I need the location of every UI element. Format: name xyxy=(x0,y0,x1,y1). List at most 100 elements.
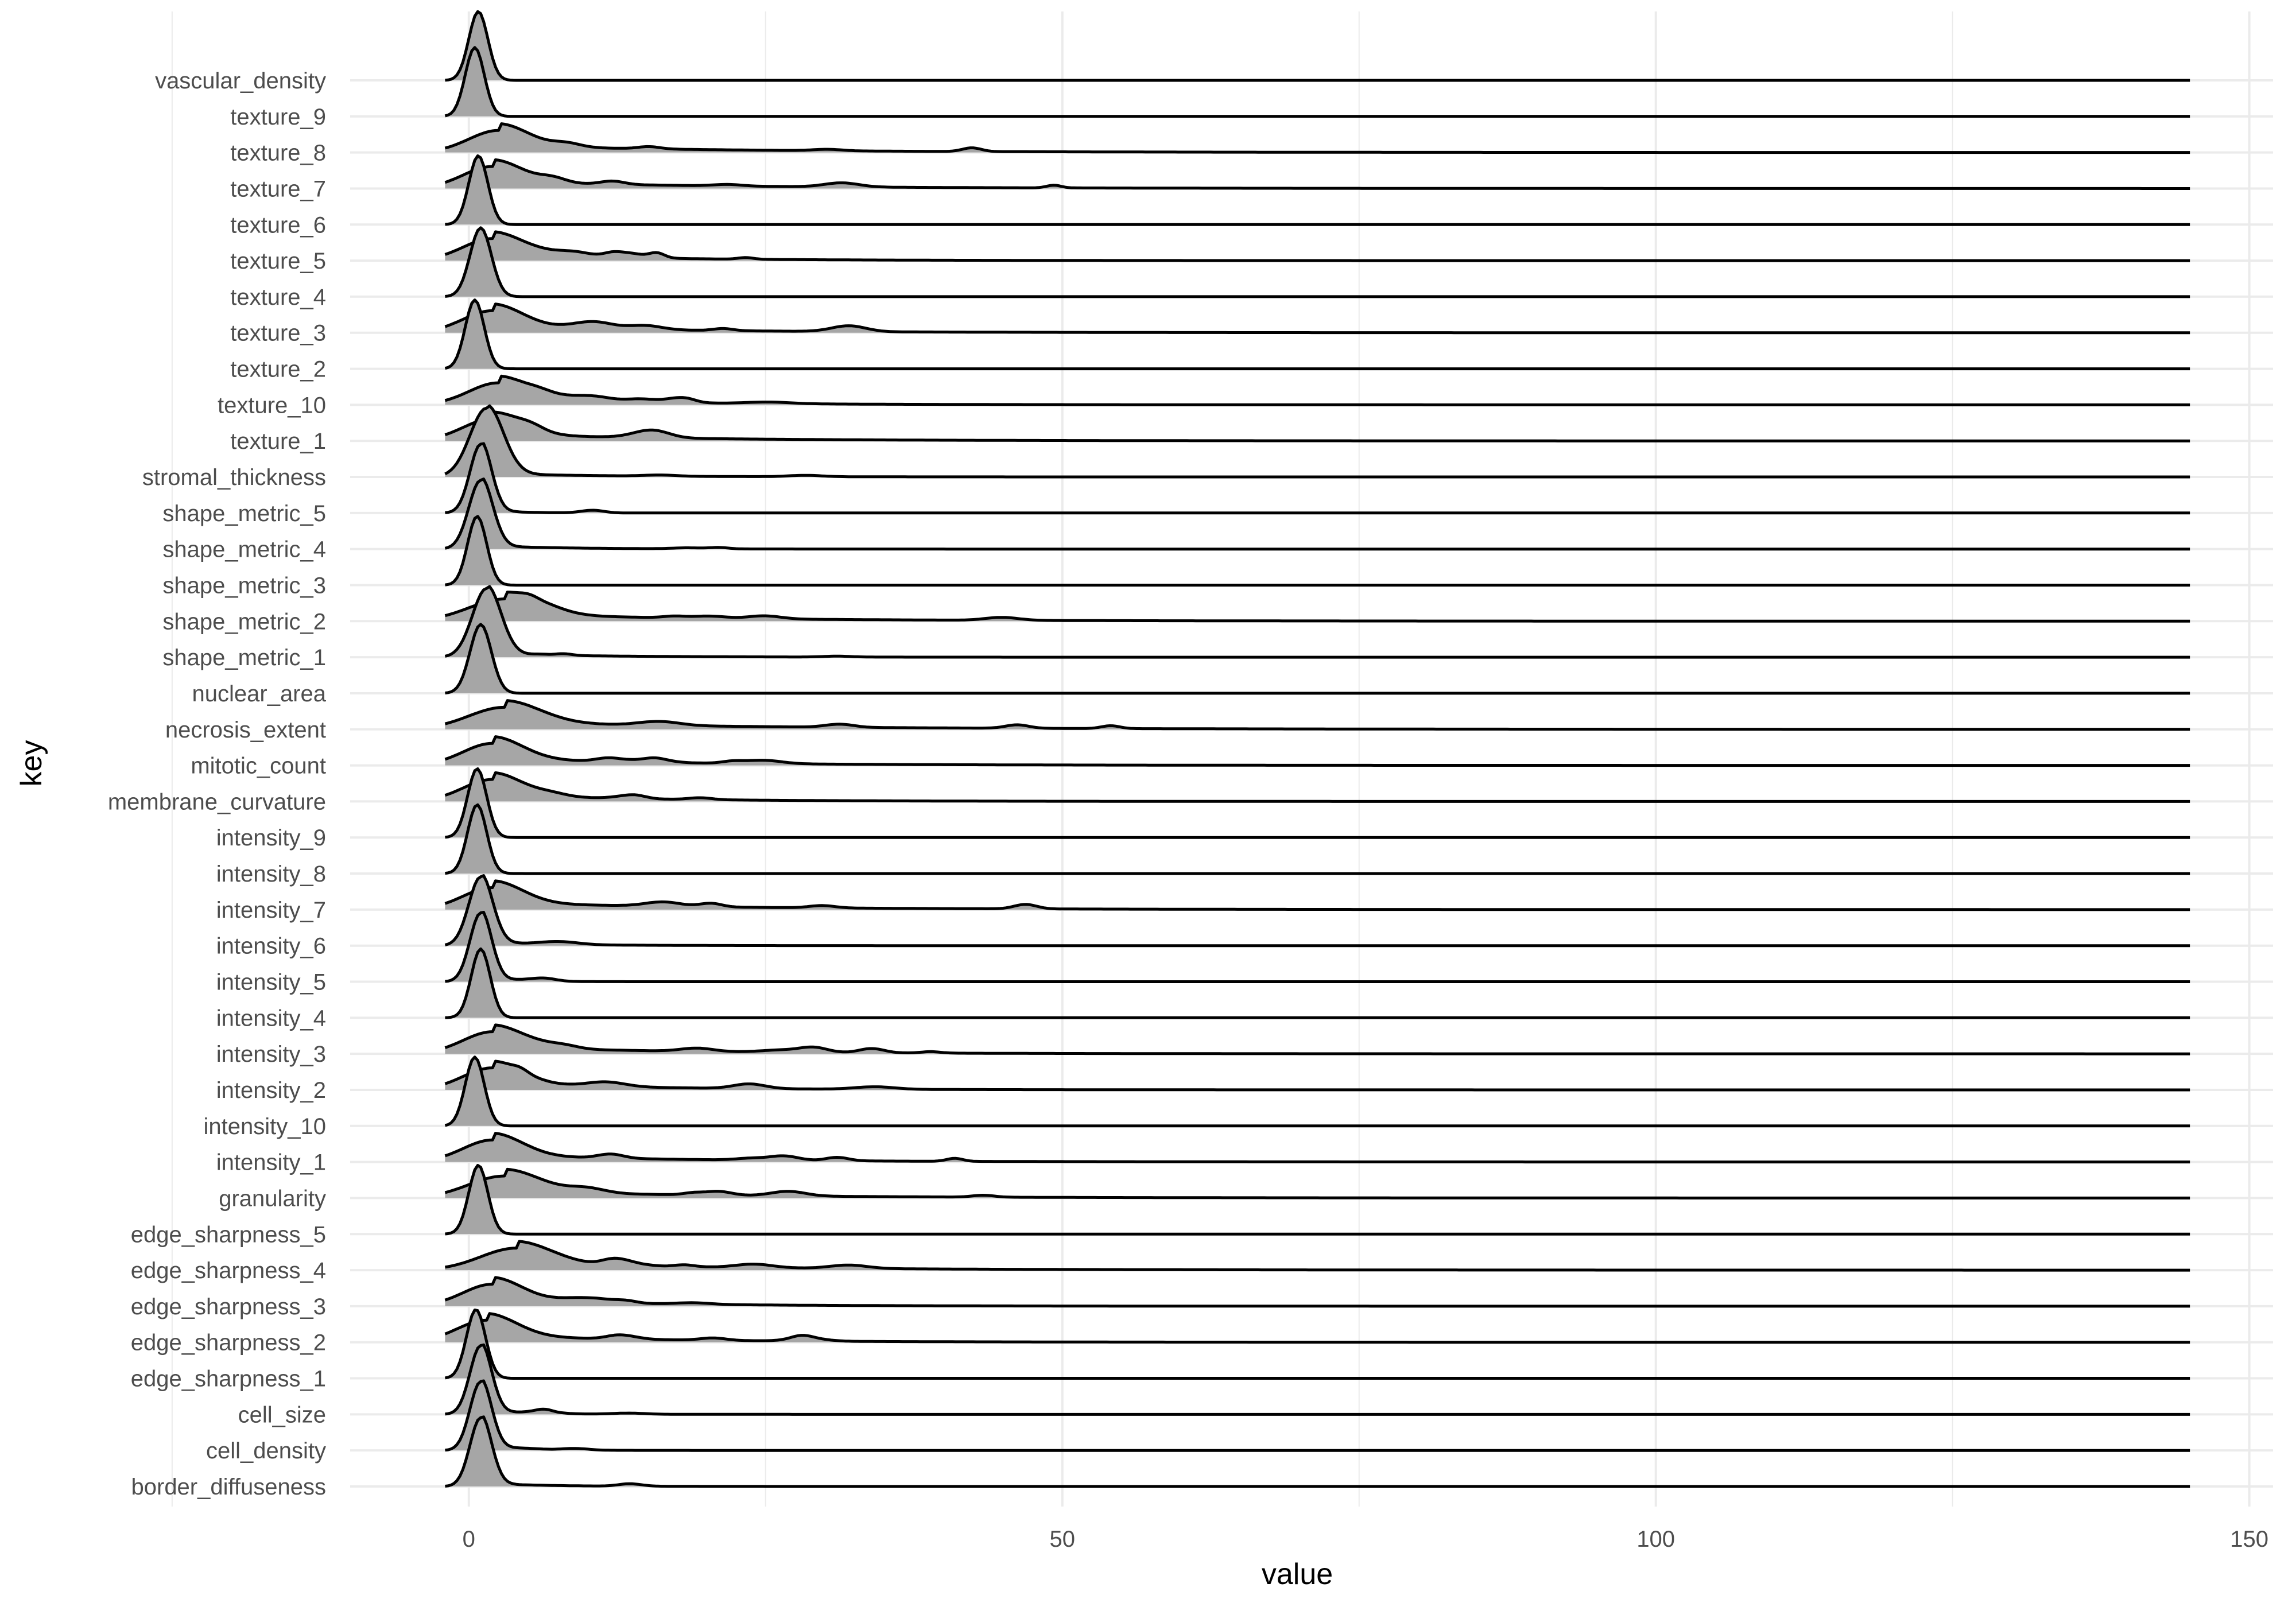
y-tick-label: intensity_1 xyxy=(216,1150,326,1175)
y-tick-label: stromal_thickness xyxy=(142,465,326,490)
ridge-line-intensity_4 xyxy=(445,947,2190,1019)
ridge-line-intensity_3 xyxy=(444,1023,2190,1055)
x-axis-title: value xyxy=(1262,1558,1333,1591)
ridge-line-shape_metric_5 xyxy=(445,442,2190,515)
y-tick-label: intensity_9 xyxy=(216,825,326,851)
ridge-line-edge_sharpness_2 xyxy=(444,1312,2190,1344)
ridge-line-texture_6 xyxy=(445,154,2190,226)
ridge-line-vascular_density xyxy=(445,10,2190,82)
ridge-line-shape_metric_1 xyxy=(444,585,2190,659)
ridge-fill-mitotic_count xyxy=(445,736,2190,766)
y-tick-label: texture_3 xyxy=(230,321,326,346)
ridge-fill-edge_sharpness_3 xyxy=(445,1277,2190,1306)
ridge-line-shape_metric_4 xyxy=(444,478,2190,551)
y-tick-label: mitotic_count xyxy=(191,754,326,779)
x-tick-label: 0 xyxy=(463,1527,475,1552)
ridge-line-texture_10 xyxy=(444,374,2190,406)
y-tick-label: edge_sharpness_1 xyxy=(131,1367,326,1392)
y-tick-label: nuclear_area xyxy=(192,681,327,707)
y-tick-label: intensity_10 xyxy=(204,1114,326,1139)
y-tick-label: intensity_6 xyxy=(216,934,326,959)
x-tick-label: 50 xyxy=(1049,1527,1075,1552)
ridge-fill-necrosis_extent xyxy=(445,700,2190,729)
y-tick-label: texture_8 xyxy=(230,141,326,166)
y-tick-label: border_diffuseness xyxy=(131,1474,327,1500)
y-tick-label: edge_sharpness_2 xyxy=(131,1330,326,1356)
y-tick-label: edge_sharpness_5 xyxy=(131,1222,326,1247)
y-tick-label: necrosis_extent xyxy=(165,717,326,743)
ridge-line-texture_3 xyxy=(444,302,2190,335)
ridge-line-mitotic_count xyxy=(444,735,2190,767)
ridge-fill-texture_3 xyxy=(445,304,2190,333)
y-tick-label: intensity_5 xyxy=(216,970,326,995)
ridge-line-intensity_8 xyxy=(445,803,2190,875)
y-tick-label: membrane_curvature xyxy=(108,789,326,814)
ridge-fill-shape_metric_2 xyxy=(445,592,2190,622)
y-tick-label: texture_4 xyxy=(230,285,326,310)
ridge-line-intensity_1 xyxy=(444,1132,2190,1164)
y-tick-label: shape_metric_4 xyxy=(162,537,326,562)
ridge-line-necrosis_extent xyxy=(444,699,2190,731)
ridge-line-intensity_5 xyxy=(445,911,2190,983)
ridge-line-edge_sharpness_1 xyxy=(444,1309,2190,1380)
y-tick-label: shape_metric_1 xyxy=(162,645,326,670)
ridge-fill-texture_1 xyxy=(445,412,2190,441)
ridge-line-nuclear_area xyxy=(445,623,2190,695)
ridge-fill-intensity_2 xyxy=(445,1061,2190,1090)
ridge-line-shape_metric_3 xyxy=(445,515,2190,587)
y-tick-label: edge_sharpness_3 xyxy=(131,1294,326,1319)
y-tick-label: texture_1 xyxy=(230,429,326,454)
ridge-line-cell_size xyxy=(445,1343,2190,1416)
ridge-fill-texture_7 xyxy=(445,160,2190,189)
ridge-line-cell_density xyxy=(445,1379,2190,1452)
ridge-line-intensity_7 xyxy=(444,879,2190,911)
y-tick-label: vascular_density xyxy=(155,68,326,94)
ridge-line-texture_1 xyxy=(444,410,2190,442)
x-tick-label: 150 xyxy=(2230,1527,2268,1552)
ridge-line-texture_9 xyxy=(444,46,2190,118)
y-tick-label: intensity_7 xyxy=(216,898,326,923)
ridge-line-intensity_6 xyxy=(444,874,2190,948)
y-tick-label: texture_6 xyxy=(230,212,326,238)
ridge-line-shape_metric_2 xyxy=(444,591,2190,623)
y-tick-label: texture_2 xyxy=(230,357,326,382)
ridge-line-intensity_2 xyxy=(444,1059,2190,1092)
ridge-fill-granularity xyxy=(445,1169,2190,1198)
y-tick-label: texture_5 xyxy=(230,249,326,274)
y-tick-label: intensity_3 xyxy=(216,1042,326,1067)
ridge-fill-membrane_curvature xyxy=(445,773,2190,802)
y-tick-label: intensity_4 xyxy=(216,1006,326,1031)
ridge-fill-texture_10 xyxy=(445,376,2190,405)
ridge-line-texture_7 xyxy=(444,158,2190,190)
y-axis-title: key xyxy=(15,740,48,787)
ridge-line-intensity_9 xyxy=(445,767,2190,839)
ridge-line-membrane_curvature xyxy=(444,771,2190,803)
ridges xyxy=(444,10,2190,1488)
ridge-fill-intensity_1 xyxy=(445,1133,2190,1162)
ridge-fill-texture_5 xyxy=(445,231,2190,261)
y-tick-label: cell_density xyxy=(206,1438,326,1464)
y-tick-label: shape_metric_2 xyxy=(162,609,326,634)
y-tick-label: texture_9 xyxy=(230,104,326,130)
ridge-line-texture_8 xyxy=(444,122,2190,154)
y-tick-label: texture_10 xyxy=(218,393,326,418)
y-tick-label: intensity_8 xyxy=(216,861,326,887)
ridge-line-texture_4 xyxy=(445,226,2190,298)
y-tick-label: intensity_2 xyxy=(216,1078,326,1103)
ridge-fill-edge_sharpness_2 xyxy=(445,1313,2190,1342)
ridge-line-stromal_thickness xyxy=(444,404,2190,479)
ridge-line-edge_sharpness_3 xyxy=(444,1276,2190,1308)
ridge-line-border_diffuseness xyxy=(445,1415,2190,1488)
y-tick-label: cell_size xyxy=(238,1402,326,1427)
ridge-line-granularity xyxy=(444,1167,2190,1200)
ridge-line-texture_5 xyxy=(444,230,2190,262)
ridge-line-edge_sharpness_5 xyxy=(445,1164,2190,1236)
x-tick-label: 100 xyxy=(1636,1527,1675,1552)
x-tick-labels: 0 50 100 150 xyxy=(463,1527,2268,1552)
ridge-line-edge_sharpness_4 xyxy=(444,1240,2190,1272)
ridge-line-intensity_10 xyxy=(444,1055,2190,1128)
ridge-fill-edge_sharpness_4 xyxy=(445,1241,2190,1271)
y-tick-label: texture_7 xyxy=(230,176,326,201)
